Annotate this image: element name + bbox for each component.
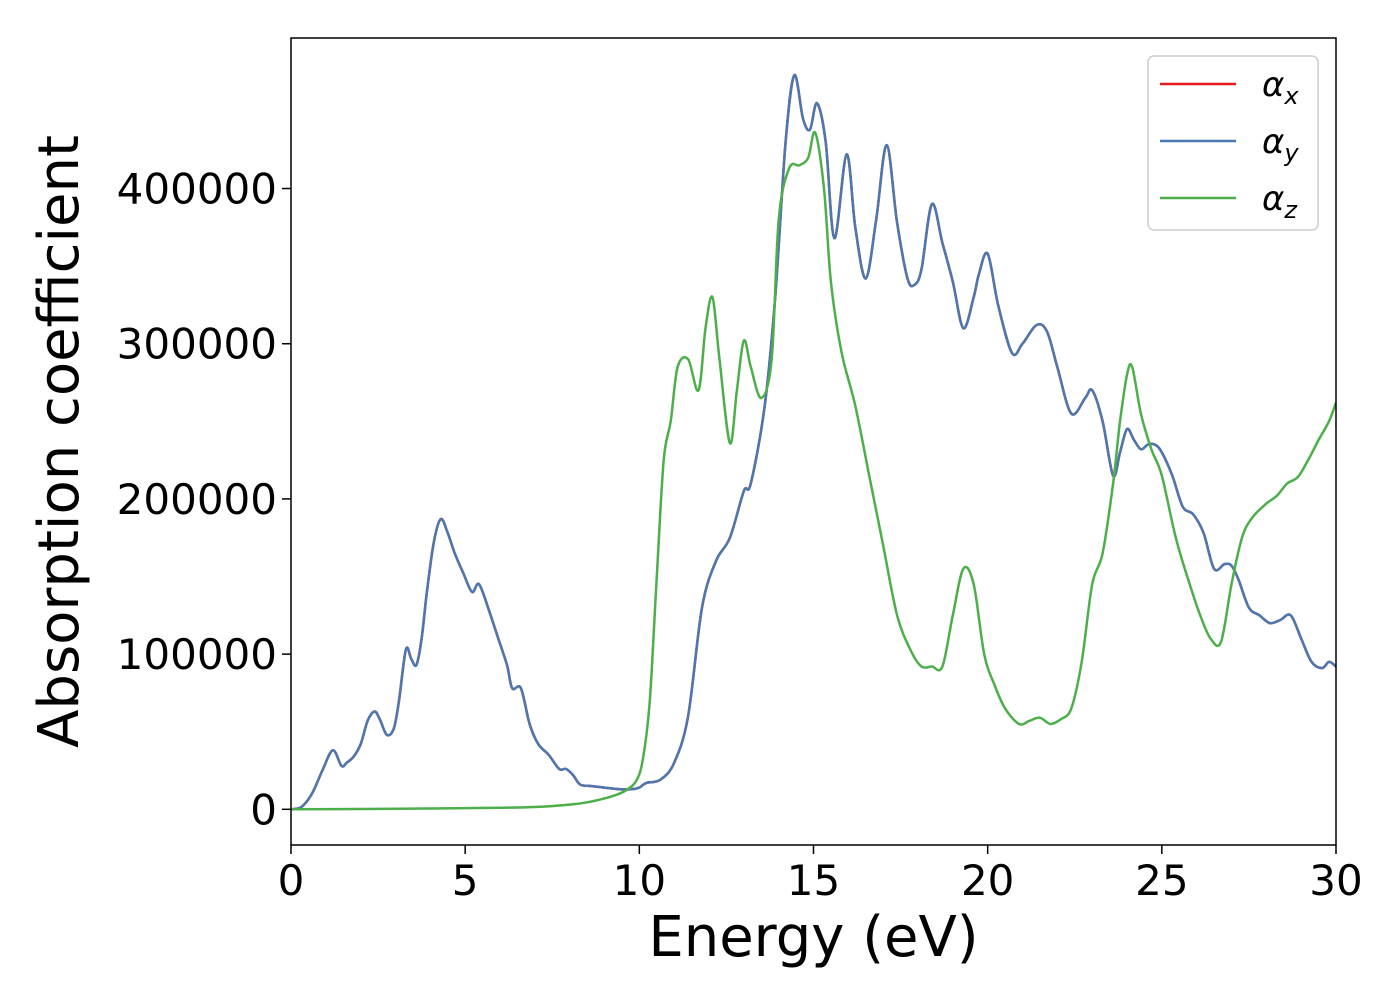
y-axis-ticks: 0 100000 200000 300000 400000 xyxy=(117,165,291,834)
y-tick-label: 100000 xyxy=(117,630,277,679)
legend-label-x: αx xyxy=(1262,65,1299,110)
y-tick-label: 0 xyxy=(250,785,277,834)
y-tick-label: 300000 xyxy=(117,320,277,369)
x-tick-label: 5 xyxy=(452,856,479,905)
series-line-z xyxy=(291,130,1336,811)
legend-label-y: αy xyxy=(1262,122,1299,167)
x-tick-label: 0 xyxy=(278,856,305,905)
x-tick-label: 20 xyxy=(961,856,1014,905)
y-tick-label: 200000 xyxy=(117,475,277,524)
series-layer xyxy=(291,73,1336,811)
x-axis-ticks: 0 5 10 15 20 25 30 xyxy=(278,845,1363,905)
x-axis-title: Energy (eV) xyxy=(648,905,978,970)
x-tick-label: 10 xyxy=(613,856,666,905)
legend-label-z: αz xyxy=(1262,179,1298,224)
legend-box xyxy=(1147,55,1319,231)
legend: αx αy αz xyxy=(1147,55,1319,231)
y-axis-title: Absorption coefficient xyxy=(27,135,92,748)
series-line-y xyxy=(291,73,1336,811)
x-tick-label: 30 xyxy=(1309,856,1362,905)
x-tick-label: 15 xyxy=(787,856,840,905)
x-tick-label: 25 xyxy=(1135,856,1188,905)
y-tick-label: 400000 xyxy=(117,165,277,214)
